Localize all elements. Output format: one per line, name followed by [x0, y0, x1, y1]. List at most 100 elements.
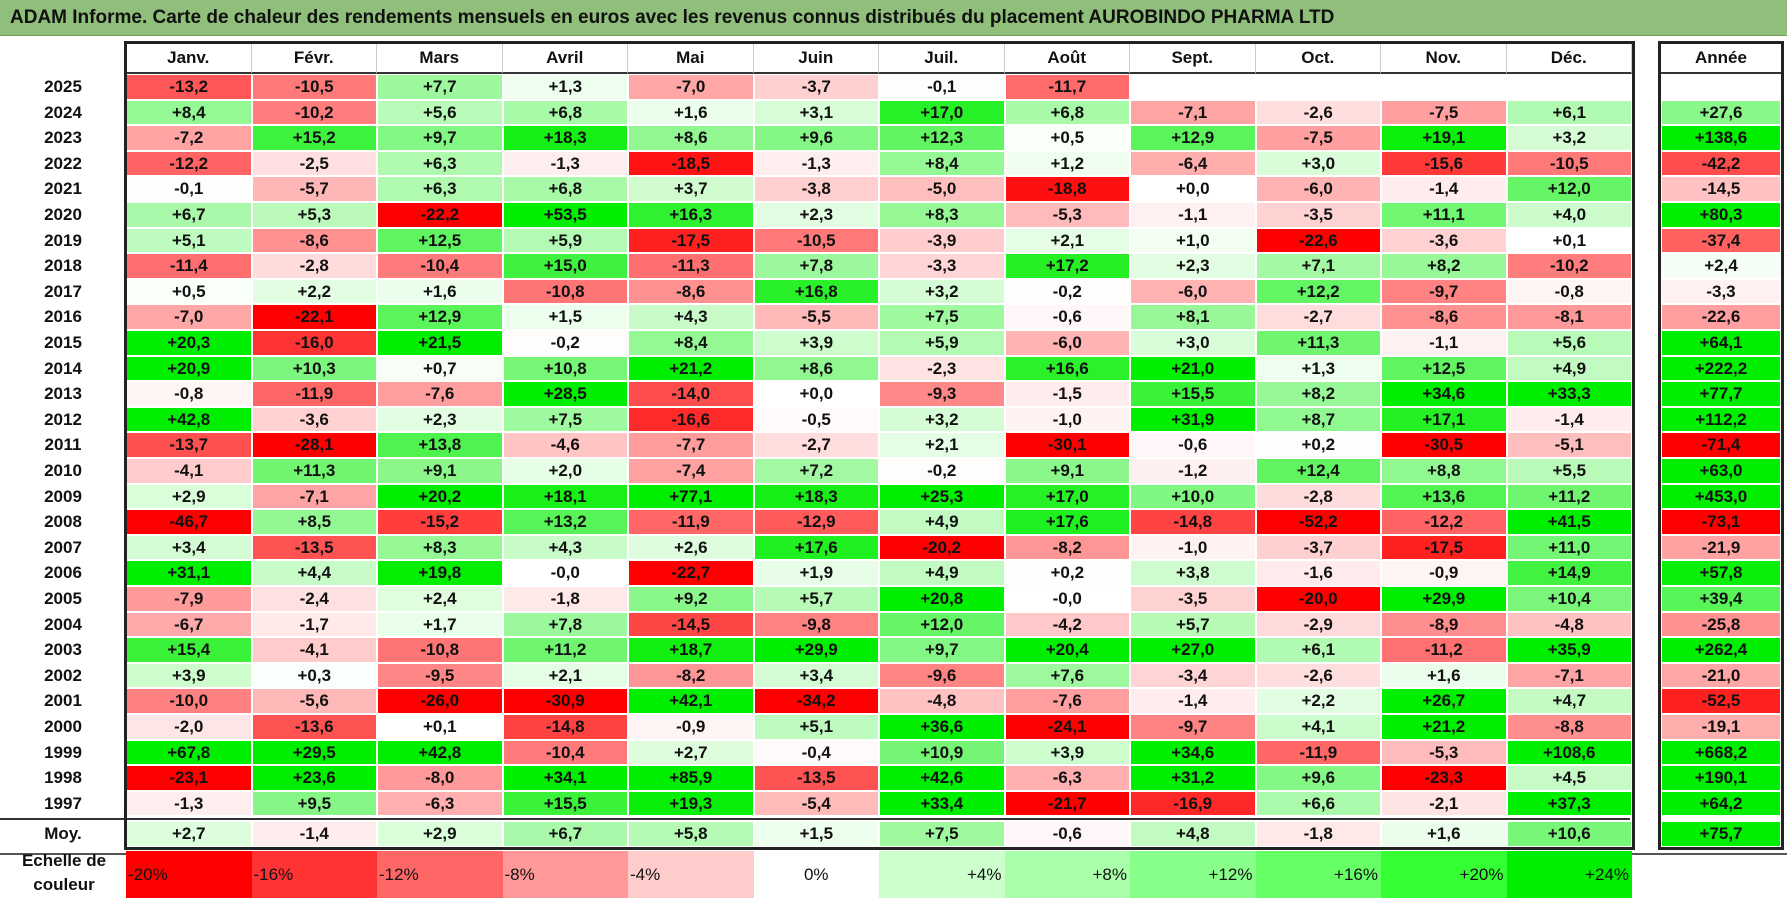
heatmap-cell: [1131, 75, 1255, 99]
heatmap-cell: -4,8: [1507, 612, 1631, 637]
average-cell: +2,9: [378, 822, 502, 847]
heatmap-cell: -3,9: [880, 228, 1004, 253]
heatmap-cell: +12,3: [880, 126, 1004, 150]
heatmap-cell: +6,8: [503, 177, 627, 201]
heatmap-cell: -9,7: [1131, 715, 1255, 739]
heatmap-cell: -11,9: [629, 510, 753, 534]
heatmap-cell: +17,6: [754, 535, 878, 560]
heatmap-cell: -10,0: [127, 689, 251, 713]
heatmap-cell: -14,8: [503, 715, 627, 739]
heatmap-cell: -7,1: [1507, 663, 1631, 688]
heatmap-cell: -22,7: [629, 561, 753, 585]
heatmap-cell: +4,9: [1507, 356, 1631, 381]
heatmap-cell: -16,0: [252, 331, 376, 355]
heatmap-cell: +8,2: [1256, 382, 1380, 406]
heatmap-cell: -4,6: [503, 433, 627, 457]
heatmap-cell: -11,7: [1005, 75, 1129, 99]
heatmap-cell: -0,6: [1005, 305, 1129, 329]
heatmap-cell: +7,5: [503, 407, 627, 432]
heatmap-cell: -14,0: [629, 382, 753, 406]
heatmap-cell: +77,1: [629, 484, 753, 509]
heatmap-cell: -5,3: [1382, 740, 1506, 765]
heatmap-cell: -6,4: [1131, 151, 1255, 176]
heatmap-cell: +8,4: [880, 151, 1004, 176]
heatmap-cell: +29,9: [754, 638, 878, 662]
heatmap-cell: -8,8: [1507, 715, 1631, 739]
average-cell: +2,7: [127, 822, 251, 847]
heatmap-cell: +6,7: [127, 203, 251, 227]
heatmap-cell: -7,5: [1382, 100, 1506, 125]
heatmap-cell: +21,2: [1382, 715, 1506, 739]
heatmap-cell: +7,2: [754, 459, 878, 483]
heatmap-cell: +8,5: [252, 510, 376, 534]
heatmap-cell: +5,9: [880, 331, 1004, 355]
heatmap-cell: +12,4: [1256, 459, 1380, 483]
heatmap-cell: -1,3: [127, 791, 251, 816]
heatmap-cell: +11,3: [252, 459, 376, 483]
heatmap-cell: +2,4: [378, 587, 502, 611]
heatmap-cell: -20,2: [880, 535, 1004, 560]
heatmap-cell: -2,6: [1256, 663, 1380, 688]
heatmap-cell: -30,5: [1382, 433, 1506, 457]
row-year-label: 1999: [44, 742, 82, 762]
annual-cell: -73,1: [1662, 510, 1780, 534]
row-year-label: 2009: [44, 486, 82, 506]
heatmap-cell: +2,0: [503, 459, 627, 483]
average-cell: +6,7: [503, 822, 627, 847]
heatmap-cell: -7,4: [629, 459, 753, 483]
heatmap-cell: +0,5: [127, 279, 251, 304]
heatmap-cell: +6,1: [1507, 100, 1631, 125]
row-year-label: 2004: [44, 614, 82, 634]
heatmap-cell: -1,6: [1256, 561, 1380, 585]
heatmap-cell: +1,9: [754, 561, 878, 585]
color-scale-swatch: +8%: [1004, 851, 1130, 898]
heatmap-cell: +19,8: [378, 561, 502, 585]
heatmap-cell: +2,2: [1256, 689, 1380, 713]
heatmap-cell: +6,3: [378, 151, 502, 176]
heatmap-cell: -28,1: [252, 433, 376, 457]
heatmap-cell: -7,1: [1131, 100, 1255, 125]
heatmap-cell: -2,7: [1256, 305, 1380, 329]
heatmap-cell: +0,7: [378, 356, 502, 381]
heatmap-cell: -1,1: [1131, 203, 1255, 227]
row-year-label: 2022: [44, 153, 82, 173]
heatmap-cell: +19,3: [629, 791, 753, 816]
heatmap-cell: +0,1: [1507, 228, 1631, 253]
heatmap-cell: -1,0: [1005, 407, 1129, 432]
heatmap-cell: -4,1: [127, 459, 251, 483]
annual-cell: +39,4: [1662, 587, 1780, 611]
heatmap-cell: -10,8: [378, 638, 502, 662]
row-year-label: 2020: [44, 205, 82, 224]
heatmap-cell: -5,4: [754, 791, 878, 816]
heatmap-cell: +34,6: [1131, 740, 1255, 765]
heatmap-cell: +11,2: [503, 638, 627, 662]
heatmap-cell: -11,2: [1382, 638, 1506, 662]
year-column-header: Année: [1660, 42, 1782, 74]
heatmap-cell: -1,7: [252, 612, 376, 637]
heatmap-cell: -13,6: [252, 715, 376, 739]
heatmap-cell: +12,5: [1382, 356, 1506, 381]
heatmap-cell: -18,5: [629, 151, 753, 176]
annual-cell: +112,2: [1662, 407, 1780, 432]
color-scale-swatch: +20%: [1381, 851, 1507, 898]
heatmap-cell: -8,0: [378, 766, 502, 790]
heatmap-cell: +2,3: [378, 407, 502, 432]
annual-cell: +2,4: [1662, 254, 1780, 278]
heatmap-cell: -13,5: [252, 535, 376, 560]
heatmap-cell: -30,9: [503, 689, 627, 713]
heatmap-cell: -7,6: [1005, 689, 1129, 713]
heatmap-cell: +36,6: [880, 715, 1004, 739]
heatmap-cell: +5,1: [127, 228, 251, 253]
heatmap-cell: +3,4: [754, 663, 878, 688]
annual-cell: -3,3: [1662, 279, 1780, 304]
heatmap-cell: +6,1: [1256, 638, 1380, 662]
heatmap-cell: +6,6: [1256, 791, 1380, 816]
heatmap-cell: -8,1: [1507, 305, 1631, 329]
color-scale-swatch: +16%: [1255, 851, 1381, 898]
heatmap-cell: -4,2: [1005, 612, 1129, 637]
annual-cell: +64,2: [1662, 791, 1780, 816]
heatmap-cell: +20,9: [127, 356, 251, 381]
average-cell: +10,6: [1507, 822, 1631, 847]
heatmap-cell: +17,6: [1005, 510, 1129, 534]
heatmap-cell: +11,2: [1507, 484, 1631, 509]
